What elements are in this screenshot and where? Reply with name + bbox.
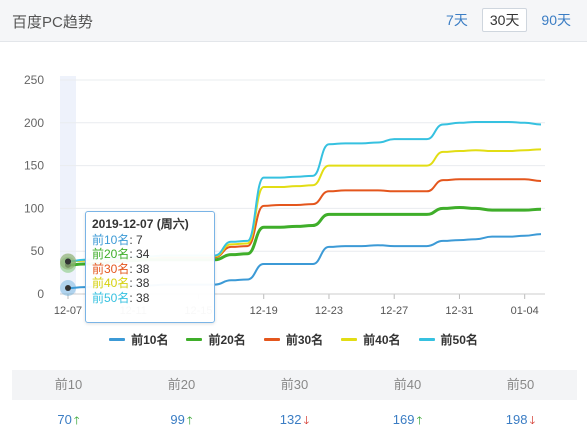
tooltip-value: 38 [136, 261, 150, 276]
summary-value: 198 [505, 412, 528, 427]
x-tick-label: 12-19 [250, 305, 278, 317]
summary-header-top10: 前10 [54, 377, 83, 392]
x-tick-label: 12-23 [315, 305, 343, 317]
legend-label: 前50名 [440, 333, 478, 347]
tooltip-value: 7 [136, 232, 143, 247]
summary-value: 169 [392, 412, 415, 427]
hover-marker-dot [65, 285, 71, 292]
range-tabs: 7天 30天 90天 [438, 8, 579, 32]
tooltip-value: 34 [136, 247, 150, 262]
summary-header-top40: 前40 [393, 377, 422, 392]
x-tick-label: 12-27 [380, 305, 408, 317]
tooltip-label: 前10名 [92, 232, 130, 247]
legend-label: 前20名 [208, 333, 246, 347]
legend-item-top10[interactable]: 前10名 [109, 331, 168, 348]
tab-7-days[interactable]: 7天 [438, 8, 476, 32]
legend-item-top40[interactable]: 前40名 [341, 331, 401, 348]
hover-marker-dot [65, 258, 71, 265]
summary-values-row: 70 🡑 99 🡑 132 🡓 169 🡑 198 🡓 [12, 412, 577, 430]
tooltip-row-top40: 前40名: 38 [92, 276, 150, 291]
arrow-up-icon: 🡑 [73, 415, 80, 427]
summary-header-top20: 前20 [167, 377, 196, 392]
y-tick-label: 250 [24, 73, 44, 87]
tooltip-row-top30: 前30名: 38 [92, 261, 150, 276]
x-tick-label: 12-07 [54, 305, 82, 317]
summary-value-top30[interactable]: 132 🡓 [238, 412, 351, 430]
arrow-up-icon: 🡑 [416, 415, 423, 427]
tooltip-date: 2019-12-07 (周六) [92, 217, 189, 231]
hover-band [60, 76, 76, 294]
legend-label: 前30名 [285, 333, 324, 347]
tooltip-label: 前20名 [92, 247, 130, 262]
chart-legend: 前10名 前20名 前30名 前40名 前50名 [0, 331, 587, 348]
arrow-up-icon: 🡑 [186, 415, 193, 427]
summary-header-top50: 前50 [506, 377, 535, 392]
summary-value: 132 [279, 412, 302, 427]
tooltip-row-top20: 前20名: 34 [92, 247, 150, 262]
tooltip-row-top10: 前10名: 7 [92, 232, 143, 247]
x-tick-label: 12-31 [445, 305, 473, 317]
y-tick-label: 200 [24, 116, 44, 130]
summary-value-top40[interactable]: 169 🡑 [351, 412, 464, 430]
legend-item-top50[interactable]: 前50名 [418, 331, 478, 348]
legend-item-top20[interactable]: 前20名 [186, 331, 246, 348]
y-tick-label: 150 [24, 159, 44, 173]
y-tick-label: 100 [24, 201, 44, 215]
tab-30-days[interactable]: 30天 [481, 8, 528, 32]
summary-value: 99 [170, 412, 185, 427]
summary-header-top30: 前30 [280, 377, 309, 392]
panel-title: 百度PC趋势 [12, 14, 93, 31]
tab-90-days[interactable]: 90天 [533, 8, 579, 32]
tooltip-row-top50: 前50名: 38 [92, 290, 150, 305]
arrow-down-icon: 🡓 [529, 415, 536, 427]
tooltip-label: 前50名 [92, 290, 130, 305]
tooltip-label: 前30名 [92, 261, 130, 276]
tooltip-label: 前40名 [92, 276, 130, 291]
x-tick-label: 01-04 [511, 305, 539, 317]
legend-swatch [263, 338, 280, 341]
legend-swatch [109, 338, 126, 341]
tooltip-value: 38 [136, 276, 150, 291]
panel-header: 百度PC趋势 7天 30天 90天 [0, 0, 587, 42]
y-tick-label: 50 [31, 244, 45, 258]
chart-tooltip: 2019-12-07 (周六) 前10名: 7 前20名: 34 前30名: 3… [85, 211, 215, 323]
legend-item-top30[interactable]: 前30名 [263, 331, 324, 348]
summary-header-row: 前10 前20 前30 前40 前50 [12, 370, 577, 400]
tooltip-value: 38 [136, 290, 150, 305]
arrow-down-icon: 🡓 [303, 415, 310, 427]
summary-value-top20[interactable]: 99 🡑 [125, 412, 238, 430]
legend-label: 前10名 [131, 333, 169, 347]
summary-value-top10[interactable]: 70 🡑 [12, 412, 125, 430]
summary-value-top50[interactable]: 198 🡓 [464, 412, 577, 430]
y-tick-label: 0 [37, 287, 44, 301]
summary-value: 70 [57, 412, 72, 427]
legend-swatch [341, 338, 358, 341]
legend-swatch [418, 338, 435, 341]
legend-swatch [186, 338, 203, 341]
legend-label: 前40名 [363, 333, 401, 347]
